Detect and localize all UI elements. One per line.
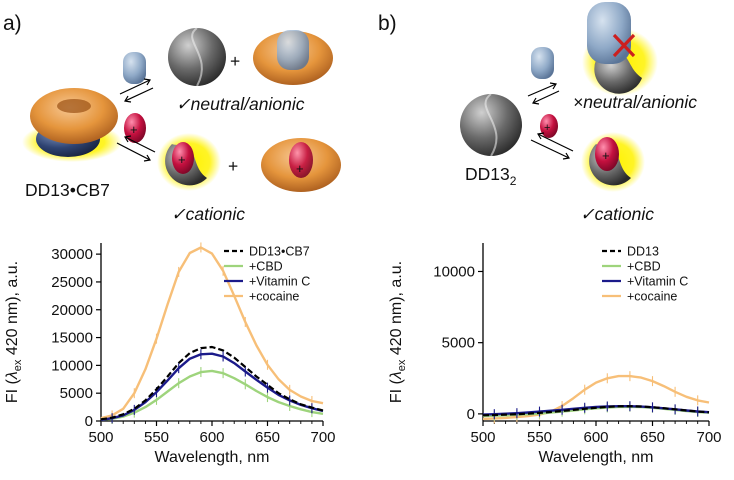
x-tick-label: 550 [144,429,169,446]
dd13-dimer-graphic [460,93,522,157]
cationic-label-b: ✓cationic [580,204,654,224]
y-axis-title: FI (λex 420 nm), a.u. [388,261,408,403]
series-line-1 [482,405,710,417]
x-tick-label: 600 [199,429,224,446]
neutral-anionic-label-a: ✓neutral/anionic [176,94,305,114]
chart-b: 500 550 600 650 700 0 5000 10000 Wavelength, nm F… [388,243,722,466]
neutral-anionic-label-b: ×neutral/anionic [573,92,697,112]
svg-text:+: + [602,148,610,163]
cb7-with-neutral-guest-graphic [253,30,333,85]
y-axis-title: FI (λex 420 nm), a.u. [4,261,24,403]
x-axis-title: Wavelength, nm [154,449,269,466]
neutral-guest-icon [123,52,146,84]
panel-a-scheme: a) DD13•CB7 + + [3,12,341,224]
x-tick-label: 650 [640,429,665,446]
equilibrium-arrows-lower [116,135,156,162]
panel-b-letter: b) [378,12,397,35]
legend-label: +Vitamin C [627,275,688,289]
cb7-torus [30,88,118,144]
dd13-with-neutral-guest-blocked-graphic [582,2,658,96]
y-tick-label: 20000 [51,302,93,319]
equilibrium-arrows-b-upper [527,82,560,105]
legend-label: +cocaine [627,290,677,304]
neutral-guest-icon-b [531,47,554,79]
dd13-cb7-complex-graphic [22,88,122,162]
legend-label: DD13•CB7 [249,245,310,259]
svg-text:+: + [296,161,304,176]
x-tick-label: 700 [310,429,335,446]
plus-sign-a-lower: + [228,156,238,176]
red-cross-icon [612,33,636,58]
equilibrium-arrows-b-lower [530,132,574,160]
free-dd13-graphic [168,27,226,87]
legend-label: +Vitamin C [249,275,310,289]
cationic-guest-charge-b: + [544,122,550,134]
x-tick-label: 550 [527,429,552,446]
equilibrium-arrows-upper [119,78,154,103]
chart-a: 500 550 600 650 700 0 5000 10000 15000 20000 25000… [4,242,336,466]
cb7-cavity [57,99,91,113]
legend-label: +cocaine [249,290,299,304]
y-tick-label: 5000 [60,385,93,402]
dd13-cb7-label: DD13•CB7 [25,180,110,200]
x-axis-title: Wavelength, nm [538,449,653,466]
dd13-2-label: DD132 [465,164,517,188]
legend-label: +CBD [249,260,283,274]
plus-sign-a-upper: + [230,51,240,71]
dd13-with-cation-glow-graphic-b: + [581,132,645,192]
y-tick-label: 30000 [51,246,93,263]
y-tick-label: 0 [85,413,93,430]
y-tick-label: 10000 [433,263,475,280]
y-tick-label: 10000 [51,357,93,374]
y-tick-label: 25000 [51,274,93,291]
cb7-with-cationic-guest-graphic: + [261,138,341,192]
x-tick-label: 650 [255,429,280,446]
series-line-1 [100,345,324,421]
y-tick-label: 0 [467,406,475,423]
panel-b-scheme: b) DD132 + [378,2,697,224]
panel-a-letter: a) [3,12,22,35]
x-tick-label: 500 [470,429,495,446]
y-tick-label: 5000 [442,335,475,352]
cationic-guest-icon-b [540,114,558,138]
cationic-label-a: ✓cationic [171,204,245,224]
legend-label: DD13 [627,245,659,259]
cationic-guest-icon [124,113,146,143]
cationic-guest-charge: + [130,122,138,137]
y-tick-label: 15000 [51,330,93,347]
series-line-2 [100,369,324,422]
x-tick-label: 500 [88,429,113,446]
x-tick-label: 600 [583,429,608,446]
series-line-4 [482,374,710,421]
legend-label: +CBD [627,260,661,274]
svg-text:+: + [178,152,186,167]
x-tick-label: 700 [696,429,721,446]
dd13-with-cation-glow-graphic: + [157,133,221,191]
series-line-4 [100,246,324,420]
